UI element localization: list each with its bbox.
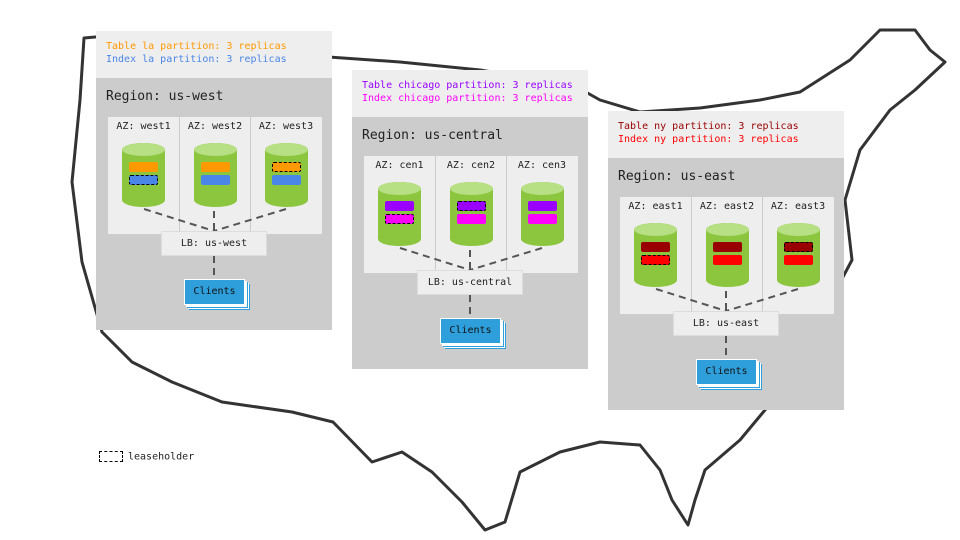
region-title: Region: us-east [618, 169, 736, 184]
index-partition-text: Index ny partition: 3 replicas [618, 134, 799, 145]
table-partition-text: Table la partition: 3 replicas [106, 41, 287, 52]
database-node-icon [777, 223, 820, 287]
az-label: AZ: west3 [258, 121, 314, 132]
az-label: AZ: west1 [116, 121, 171, 132]
clients-stack: Clients [440, 318, 501, 344]
table-replica [457, 201, 486, 211]
legend-label: leaseholder [128, 451, 195, 463]
az-label: AZ: cen1 [375, 160, 424, 171]
index-partition-text: Index chicago partition: 3 replicas [362, 93, 573, 104]
partition-header: Table ny partition: 3 replicas Index ny … [608, 111, 844, 158]
az-west-3: AZ: west3 [250, 117, 321, 234]
database-node-icon [634, 223, 677, 287]
region-west: Table la partition: 3 replicas Index la … [96, 31, 332, 330]
index-replica [784, 255, 813, 265]
region-central: Table chicago partition: 3 replicas Inde… [352, 70, 588, 369]
az-label: AZ: west2 [187, 121, 243, 132]
index-replica [272, 175, 301, 185]
az-central-3: AZ: cen3 [506, 156, 577, 273]
leaseholder-legend-icon [99, 451, 123, 462]
index-replica [457, 214, 486, 224]
region-title: Region: us-central [362, 128, 503, 143]
region-title: Region: us-west [106, 89, 224, 104]
database-node-icon [521, 182, 564, 246]
az-label: AZ: cen3 [517, 160, 567, 171]
az-east-1: AZ: east1 [620, 197, 691, 314]
partition-header: Table la partition: 3 replicas Index la … [96, 31, 332, 78]
az-label: AZ: cen2 [446, 160, 496, 171]
table-replica [385, 201, 414, 211]
az-label: AZ: east3 [770, 201, 826, 212]
load-balancer: LB: us-west [161, 231, 267, 256]
load-balancer: LB: us-central [417, 270, 523, 295]
az-east-2: AZ: east2 [691, 197, 762, 314]
table-replica [201, 162, 230, 172]
table-replica [641, 242, 670, 252]
table-partition-text: Table ny partition: 3 replicas [618, 121, 799, 132]
clients-stack: Clients [696, 359, 757, 385]
index-replica [713, 255, 742, 265]
region-east: Table ny partition: 3 replicas Index ny … [608, 111, 844, 410]
table-partition-text: Table chicago partition: 3 replicas [362, 80, 573, 91]
partition-header: Table chicago partition: 3 replicas Inde… [352, 70, 588, 117]
load-balancer: LB: us-east [673, 311, 779, 336]
database-node-icon [265, 143, 308, 207]
database-node-icon [706, 223, 749, 287]
database-node-icon [450, 182, 493, 246]
database-node-icon [194, 143, 237, 207]
connection-lines [399, 247, 543, 318]
az-west-2: AZ: west2 [179, 117, 250, 234]
connection-lines [143, 208, 287, 279]
az-group: AZ: west1 AZ: west2 AZ: west3 [108, 117, 322, 234]
az-west-1: AZ: west1 [108, 117, 179, 234]
clients-stack: Clients [184, 279, 245, 305]
table-replica [528, 201, 557, 211]
az-east-3: AZ: east3 [762, 197, 833, 314]
index-partition-text: Index la partition: 3 replicas [106, 54, 287, 65]
az-label: AZ: east2 [699, 201, 755, 212]
connection-lines [655, 288, 799, 359]
index-replica [385, 214, 414, 224]
az-label: AZ: east1 [628, 201, 683, 212]
az-central-1: AZ: cen1 [364, 156, 435, 273]
az-central-2: AZ: cen2 [435, 156, 506, 273]
table-replica [272, 162, 301, 172]
index-replica [201, 175, 230, 185]
table-replica [784, 242, 813, 252]
index-replica [641, 255, 670, 265]
table-replica [129, 162, 158, 172]
index-replica [129, 175, 158, 185]
database-node-icon [378, 182, 421, 246]
legend: leaseholder [99, 451, 194, 463]
database-node-icon [122, 143, 165, 207]
table-replica [713, 242, 742, 252]
index-replica [528, 214, 557, 224]
